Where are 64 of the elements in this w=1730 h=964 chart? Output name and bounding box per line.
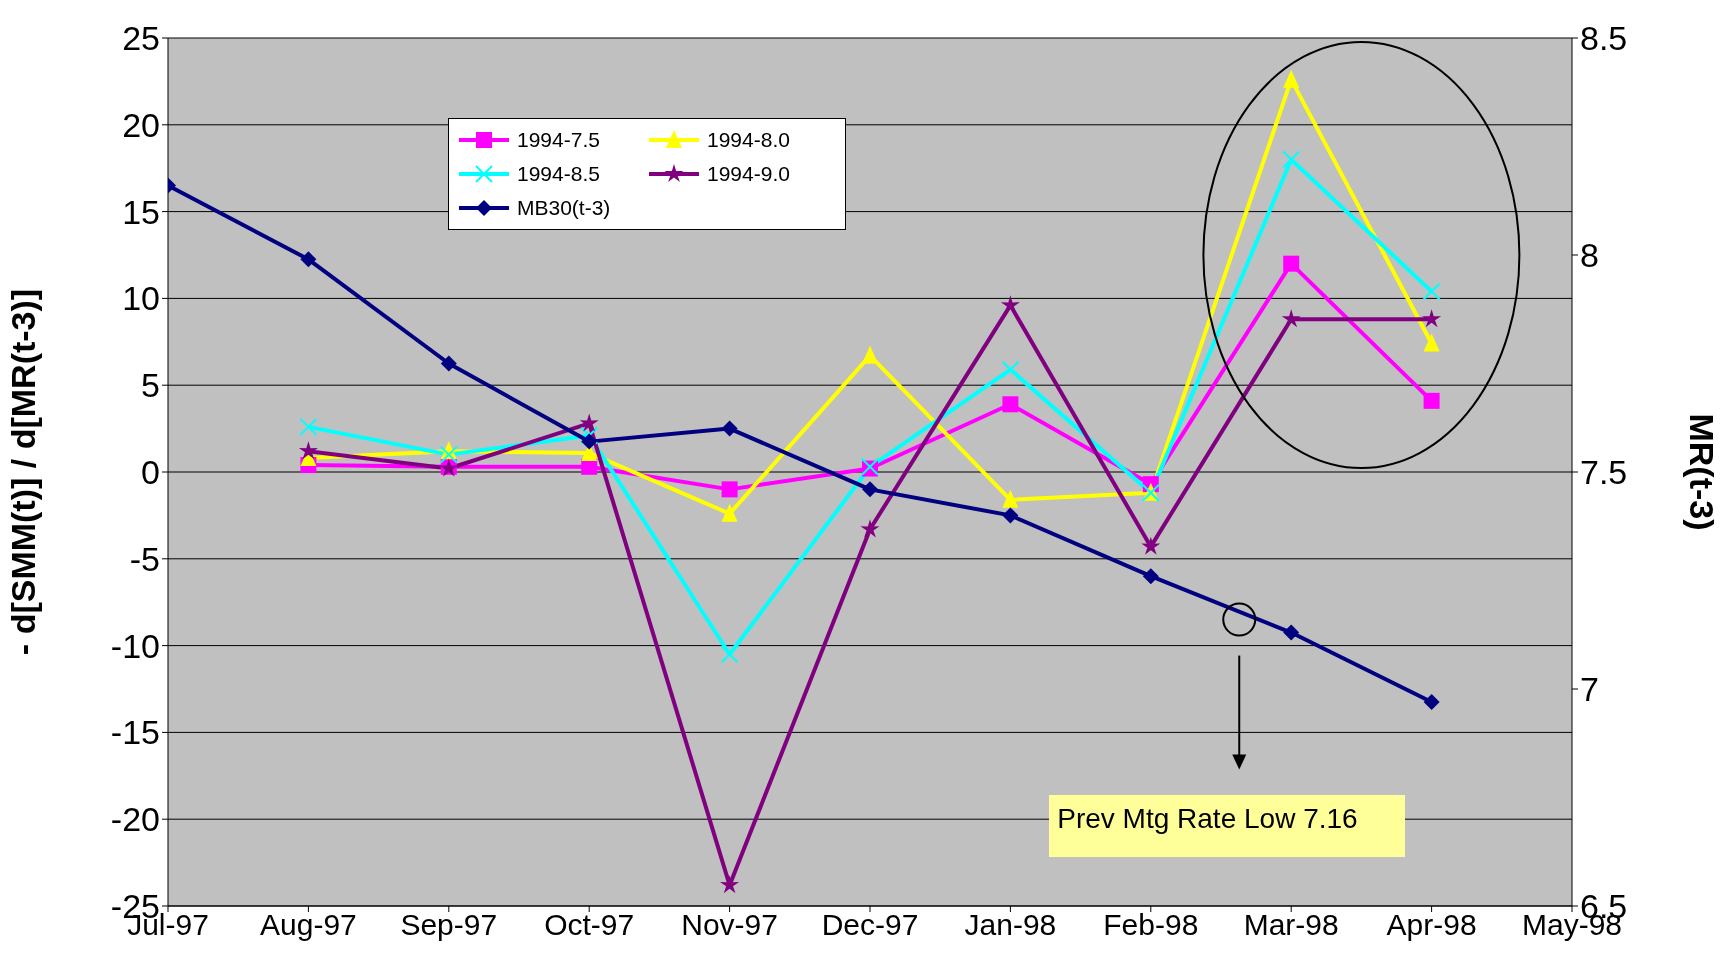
point <box>720 875 740 894</box>
point <box>1281 309 1301 328</box>
point <box>862 481 878 498</box>
y-axis-title: - d[SMM(t)] / d[MR(t-3)] <box>4 288 43 656</box>
point <box>860 519 880 538</box>
point <box>439 445 458 464</box>
point <box>862 345 878 364</box>
x-tick-label: Aug-97 <box>260 908 357 942</box>
y-tick-label: 10 <box>122 279 160 318</box>
point <box>1002 396 1019 413</box>
y2-tick-label: 7.5 <box>1580 453 1628 492</box>
point <box>581 433 598 450</box>
point <box>1422 282 1441 301</box>
point <box>721 481 738 498</box>
point <box>1002 489 1019 508</box>
y-tick-label: 0 <box>141 453 160 492</box>
point <box>298 441 318 460</box>
x-tick-label: Nov-97 <box>681 908 778 942</box>
legend-label: 1994-9.0 <box>707 162 790 186</box>
point <box>580 426 599 445</box>
y-tick-label: 15 <box>122 192 160 231</box>
y2-axis-title: MR(t-3) <box>1682 413 1721 531</box>
y2-tick-label: 8 <box>1580 236 1599 275</box>
y-tick-label: -5 <box>129 539 160 578</box>
x-tick-label: Oct-97 <box>544 908 635 942</box>
point <box>300 251 317 268</box>
point <box>1423 392 1440 409</box>
legend-label: MB30(t-3) <box>517 196 611 220</box>
point <box>440 355 457 372</box>
x-tick-label: Mar-98 <box>1243 908 1339 942</box>
point <box>1283 69 1300 88</box>
x-tick-label: Dec-97 <box>821 908 919 942</box>
point <box>1283 624 1300 641</box>
point <box>1002 507 1019 524</box>
x-tick-label: Feb-98 <box>1103 908 1199 942</box>
point <box>299 417 318 436</box>
point <box>1283 255 1300 272</box>
point <box>1142 568 1159 585</box>
point <box>1001 360 1020 379</box>
point <box>1000 295 1020 314</box>
legend-label: 1994-7.5 <box>517 128 600 152</box>
x-tick-label: Apr-98 <box>1386 908 1477 942</box>
y-tick-label: -10 <box>110 626 160 665</box>
x-tick-label: Jan-98 <box>964 908 1057 942</box>
annotation: Prev Mtg Rate Low 7.16 <box>1049 794 1406 857</box>
legend-label: 1994-8.0 <box>707 128 790 152</box>
y-tick-label: 5 <box>141 366 160 405</box>
point <box>579 413 599 432</box>
point <box>720 645 739 664</box>
y-tick-label: 20 <box>122 105 160 144</box>
point <box>721 420 738 437</box>
point <box>1422 309 1442 328</box>
point <box>1282 150 1301 169</box>
y-tick-label: -20 <box>110 800 160 839</box>
y-tick-label: 25 <box>122 19 160 58</box>
point <box>1141 536 1161 555</box>
x-tick-label: Sep-97 <box>400 908 498 942</box>
y2-tick-label: 8.5 <box>1580 19 1628 58</box>
y-tick-label: -15 <box>110 713 160 752</box>
point <box>1423 694 1440 711</box>
point <box>1423 333 1440 352</box>
legend-label: 1994-8.5 <box>517 162 600 186</box>
y2-tick-label: 7 <box>1580 670 1599 709</box>
point <box>721 503 738 522</box>
